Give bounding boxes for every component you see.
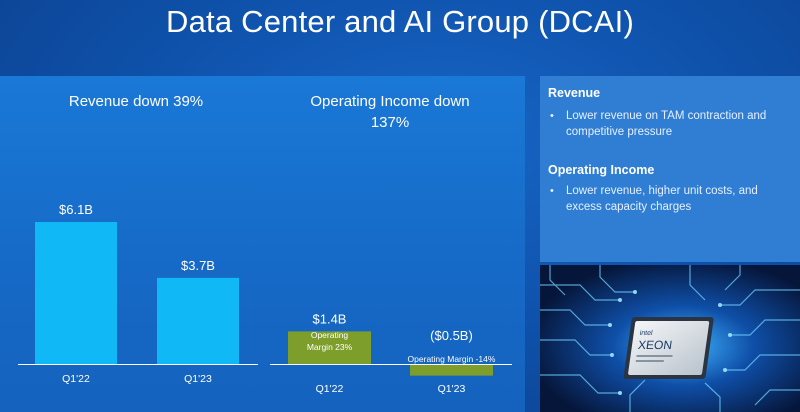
revenue-data-label-1: $3.7B xyxy=(181,258,215,273)
bar-charts: Revenue down 39% $6.1B Q1'22 $3.7B Q1'23 Ope… xyxy=(18,93,512,395)
revenue-bullet: • Lower revenue on TAM contraction and c… xyxy=(550,108,792,140)
revenue-chart-title: Revenue down 39% xyxy=(69,93,203,110)
operating-income-chart-title-line1: Operating Income down xyxy=(310,93,469,110)
operating-income-chart-title-line2: 137% xyxy=(371,114,409,131)
revenue-bar-1 xyxy=(157,277,239,364)
operating-margin-annotation-q123: Operating Margin -14% xyxy=(408,354,496,364)
operating-income-bar-0 xyxy=(288,331,371,364)
revenue-bar-0 xyxy=(35,222,117,364)
operating-income-data-label-1: ($0.5B) xyxy=(430,328,473,343)
chip-product: XEON xyxy=(637,338,673,352)
operating-income-bullet-text: Lower revenue, higher unit costs, and ex… xyxy=(566,185,758,213)
commentary-panel xyxy=(540,76,800,262)
operating-income-data-label-0: $1.4B xyxy=(313,311,347,326)
operating-income-bullet: • Lower revenue, higher unit costs, and … xyxy=(550,183,792,215)
revenue-bullet-text: Lower revenue on TAM contraction and com… xyxy=(566,110,767,138)
revenue-chart: Revenue down 39% $6.1B Q1'22 $3.7B Q1'23 xyxy=(18,93,258,385)
operating-income-tick-label-1: Q1'23 xyxy=(438,383,466,395)
operating-income-chart: Operating Income down 137% $1.4B Q1'22 ($0.5… xyxy=(270,93,512,395)
revenue-heading: Revenue xyxy=(548,86,601,100)
chip-brand: intel xyxy=(639,330,653,337)
operating-income-tick-label-0: Q1'22 xyxy=(316,383,344,395)
operating-income-heading: Operating Income xyxy=(548,163,655,177)
operating-margin-annotation-q122-line2: Margin 23% xyxy=(307,342,353,352)
operating-income-bar-1 xyxy=(410,364,493,376)
revenue-tick-label-1: Q1'23 xyxy=(184,373,212,385)
intel-xeon-chip-image: intel XEON xyxy=(540,265,800,412)
bullet-icon: • xyxy=(550,110,554,122)
revenue-data-label-0: $6.1B xyxy=(59,202,93,217)
operating-margin-annotation-q122-line1: Operating xyxy=(311,330,349,340)
revenue-tick-label-0: Q1'22 xyxy=(62,373,90,385)
page-title: Data Center and AI Group (DCAI) xyxy=(166,4,634,39)
bullet-icon: • xyxy=(550,185,554,197)
